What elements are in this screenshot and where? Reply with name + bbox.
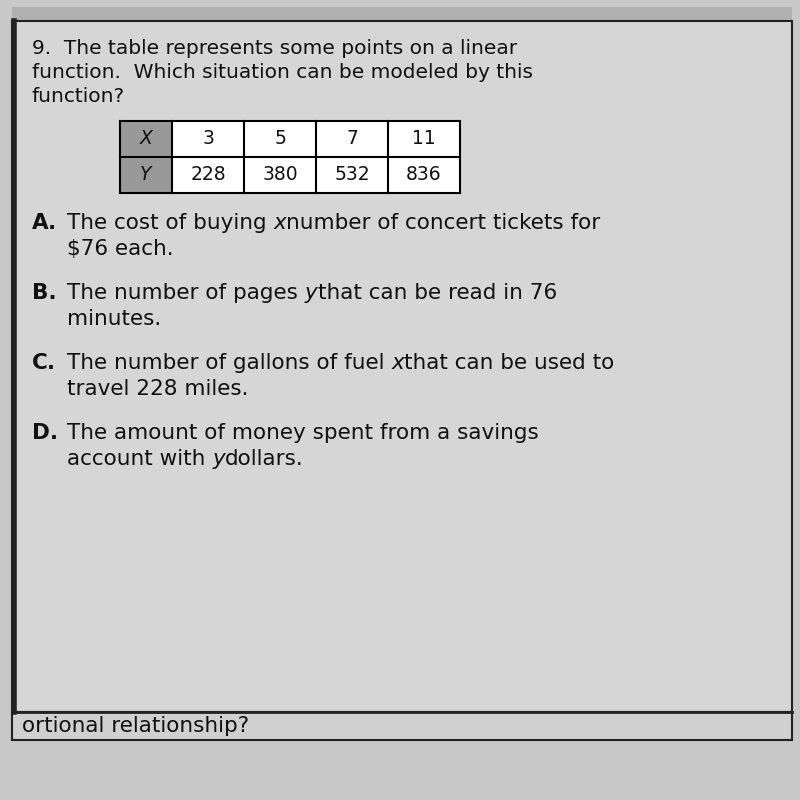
Text: 228: 228: [190, 166, 226, 185]
Text: 836: 836: [406, 166, 442, 185]
Text: account with: account with: [67, 449, 212, 469]
Text: D.: D.: [32, 423, 58, 443]
Text: 7: 7: [346, 130, 358, 149]
Text: The number of gallons of fuel: The number of gallons of fuel: [67, 353, 391, 373]
Text: y: y: [305, 283, 318, 303]
Text: x: x: [391, 353, 404, 373]
Text: function.  Which situation can be modeled by this: function. Which situation can be modeled…: [32, 63, 533, 82]
Text: Y: Y: [140, 166, 152, 185]
Text: B.: B.: [32, 283, 57, 303]
Text: dollars.: dollars.: [225, 449, 304, 469]
Text: function?: function?: [32, 87, 125, 106]
Text: 9.  The table represents some points on a linear: 9. The table represents some points on a…: [32, 39, 517, 58]
Text: x: x: [274, 213, 286, 233]
Text: minutes.: minutes.: [67, 309, 162, 329]
Text: 3: 3: [202, 130, 214, 149]
Text: C.: C.: [32, 353, 56, 373]
Text: that can be used to: that can be used to: [404, 353, 614, 373]
Bar: [12, 712, 792, 740]
Text: 380: 380: [262, 166, 298, 185]
Text: The number of pages: The number of pages: [67, 283, 305, 303]
Text: $76 each.: $76 each.: [67, 239, 174, 259]
Text: ortional relationship?: ortional relationship?: [22, 716, 249, 736]
Bar: [120, 121, 460, 193]
Text: number of concert tickets for: number of concert tickets for: [286, 213, 601, 233]
Bar: [120, 157, 172, 193]
Bar: [12, 7, 792, 21]
Text: travel 228 miles.: travel 228 miles.: [67, 379, 249, 399]
Text: that can be read in 76: that can be read in 76: [318, 283, 557, 303]
Text: 11: 11: [412, 130, 436, 149]
Text: The amount of money spent from a savings: The amount of money spent from a savings: [67, 423, 538, 443]
Text: The cost of buying: The cost of buying: [67, 213, 274, 233]
Text: A.: A.: [32, 213, 58, 233]
Text: X: X: [139, 130, 153, 149]
Text: 5: 5: [274, 130, 286, 149]
Text: 532: 532: [334, 166, 370, 185]
Bar: [120, 121, 172, 157]
Text: y: y: [212, 449, 225, 469]
Bar: [12, 21, 792, 712]
